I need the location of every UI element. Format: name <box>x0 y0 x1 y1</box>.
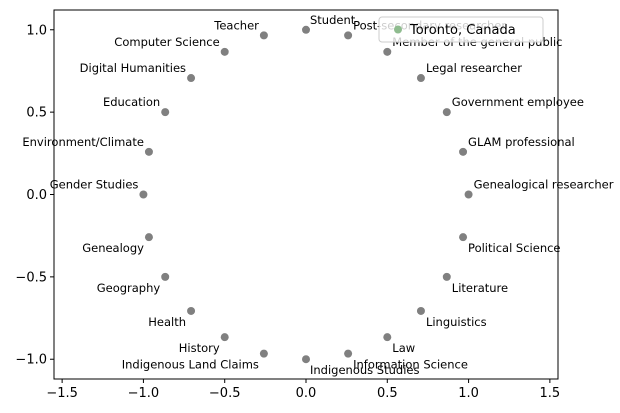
data-point <box>459 233 468 242</box>
data-point <box>259 349 268 358</box>
point-label: Linguistics <box>426 315 487 329</box>
legend-label: Toronto, Canada <box>409 23 516 38</box>
point-label: History <box>179 341 220 355</box>
data-points <box>139 25 473 364</box>
data-point <box>220 333 229 342</box>
data-point <box>416 306 425 315</box>
point-label: Literature <box>452 281 508 295</box>
point-label: Digital Humanities <box>80 61 186 75</box>
y-tick-label: 1.0 <box>26 23 47 38</box>
data-point <box>459 147 468 156</box>
point-label: Computer Science <box>114 35 219 49</box>
y-tick-label: 0.0 <box>26 188 47 203</box>
x-tick-label: −1.0 <box>128 386 160 401</box>
data-point <box>383 47 392 56</box>
x-tick-label: −0.5 <box>209 386 241 401</box>
y-tick-label: −1.0 <box>15 353 47 368</box>
point-label: Geography <box>97 281 161 295</box>
data-point <box>442 108 451 117</box>
point-label: Environment/Climate <box>22 135 144 149</box>
plot-frame <box>53 9 559 380</box>
data-point <box>383 333 392 342</box>
data-point <box>259 31 268 40</box>
point-label: Information Science <box>353 358 468 372</box>
point-label: Law <box>392 341 415 355</box>
x-tick-label: 1.0 <box>458 386 479 401</box>
data-point <box>302 25 310 34</box>
data-point <box>416 74 425 83</box>
data-point <box>161 272 170 281</box>
y-tick-label: 0.5 <box>26 106 47 121</box>
data-point <box>302 355 310 364</box>
data-point <box>220 47 229 56</box>
plot-area <box>54 10 558 379</box>
point-label: GLAM professional <box>468 135 575 149</box>
point-label: Indigenous Studies <box>310 363 419 377</box>
point-label: Education <box>103 95 160 109</box>
point-label: Health <box>148 315 186 329</box>
axes: −1.5 −1.0 −0.5 0.0 0.5 1.0 1.5 −1.0 −0.5 0.0 0.5 1.… <box>15 23 560 401</box>
point-label: Government employee <box>452 95 584 109</box>
point-label: Political Science <box>468 241 560 255</box>
point-label: Genealogical researcher <box>474 178 614 192</box>
point-label: Student <box>310 13 356 27</box>
data-point <box>187 74 196 83</box>
data-point <box>139 190 148 199</box>
point-label: Genealogy <box>82 241 144 255</box>
data-point <box>144 233 153 242</box>
data-point <box>187 306 196 315</box>
legend-marker <box>394 25 402 34</box>
data-point <box>161 108 170 117</box>
legend-box <box>378 16 544 43</box>
x-tick-label: 1.5 <box>540 386 561 401</box>
point-label: Legal researcher <box>426 61 522 75</box>
data-point <box>344 31 353 40</box>
point-label: Teacher <box>213 18 259 32</box>
x-tick-label: 0.0 <box>296 386 317 401</box>
data-point <box>442 272 451 281</box>
y-tick-label: −0.5 <box>15 270 47 285</box>
point-label: Gender Studies <box>50 178 139 192</box>
legend: Toronto, Canada <box>378 16 544 43</box>
x-tick-label: 0.5 <box>377 386 398 401</box>
point-label: Indigenous Land Claims <box>122 358 259 372</box>
data-point <box>344 349 353 358</box>
data-point <box>144 147 153 156</box>
x-tick-label: −1.5 <box>46 386 78 401</box>
data-point <box>464 190 473 199</box>
